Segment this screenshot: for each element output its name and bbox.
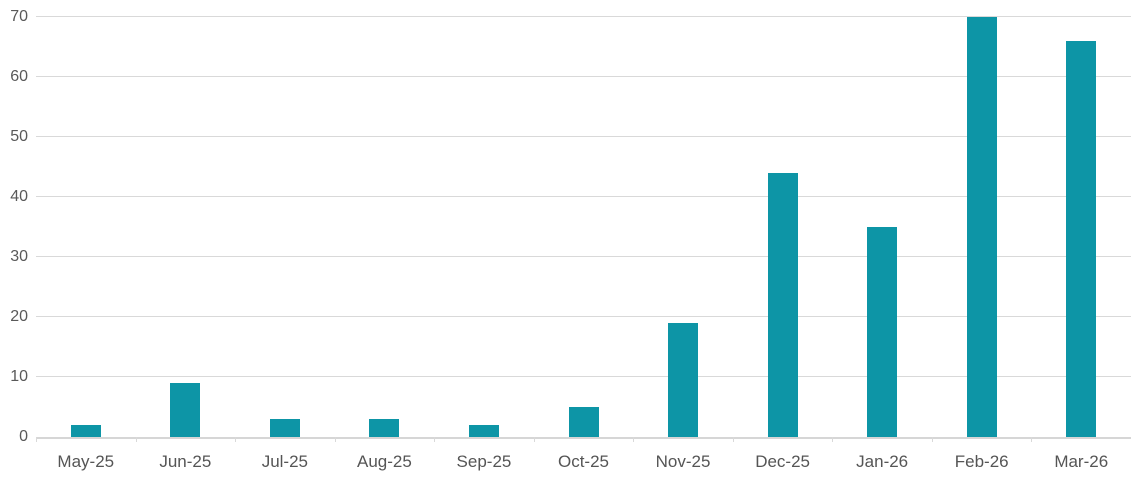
- gridline: [36, 75, 1131, 77]
- bar-mar-26: [1066, 41, 1097, 437]
- x-axis-tick: [931, 437, 933, 442]
- x-category-label: Aug-25: [357, 452, 412, 471]
- gridline: [36, 135, 1131, 137]
- x-category-label: Oct-25: [557, 452, 610, 471]
- bar-jun-25: [170, 383, 201, 437]
- y-tick-label: 20: [10, 308, 28, 325]
- bar-sep-25: [468, 425, 499, 437]
- gridline: [36, 376, 1131, 377]
- x-axis-tick: [36, 437, 37, 442]
- bar-may-25: [70, 425, 101, 437]
- y-tick-label: 50: [10, 128, 28, 145]
- bar-oct-25: [568, 407, 599, 437]
- bar-jan-26: [867, 227, 898, 437]
- x-category-label: Jan-26: [856, 452, 909, 471]
- y-tick-label: 60: [10, 68, 28, 85]
- bar-jul-25: [269, 419, 300, 437]
- x-category-label: Jul-25: [261, 452, 309, 471]
- gridline: [36, 16, 1131, 17]
- x-category-label: Sep-25: [456, 452, 512, 471]
- bar-feb-26: [966, 17, 997, 437]
- x-axis-line: [36, 437, 1131, 439]
- x-axis-tick: [135, 437, 137, 442]
- x-category-label: Dec-25: [755, 452, 810, 471]
- bar-aug-25: [369, 419, 400, 437]
- gridline: [36, 316, 1131, 317]
- x-axis-tick: [732, 437, 734, 442]
- plot-area: [36, 16, 1131, 442]
- x-axis-tick: [235, 437, 237, 442]
- y-tick-label: 40: [10, 188, 28, 205]
- x-axis-tick: [1031, 437, 1033, 442]
- x-category-label: Mar-26: [1054, 452, 1109, 471]
- x-category-label: May-25: [57, 452, 115, 471]
- x-axis-tick: [334, 437, 336, 442]
- y-axis: 0 10 20 30 40 50 60 70: [0, 9, 30, 445]
- y-tick-label: 10: [10, 368, 28, 385]
- bar-nov-25: [668, 323, 699, 437]
- x-axis: May-25 Jun-25 Jul-25 Aug-25 Sep-25 Oct-25 Nov-…: [36, 448, 1131, 476]
- x-category-label: Nov-25: [655, 452, 711, 471]
- y-tick-label: 70: [10, 8, 28, 25]
- x-category-label: Jun-25: [159, 452, 212, 471]
- bar-dec-25: [767, 173, 798, 437]
- x-axis-tick: [832, 437, 834, 442]
- gridline: [36, 196, 1131, 197]
- x-axis-tick: [533, 437, 535, 442]
- x-category-label: Feb-26: [954, 452, 1009, 471]
- y-tick-label: 0: [19, 428, 28, 445]
- x-axis-tick: [633, 437, 635, 442]
- gridline: [36, 255, 1131, 257]
- x-axis-tick: [434, 437, 436, 442]
- y-tick-label: 30: [10, 248, 28, 265]
